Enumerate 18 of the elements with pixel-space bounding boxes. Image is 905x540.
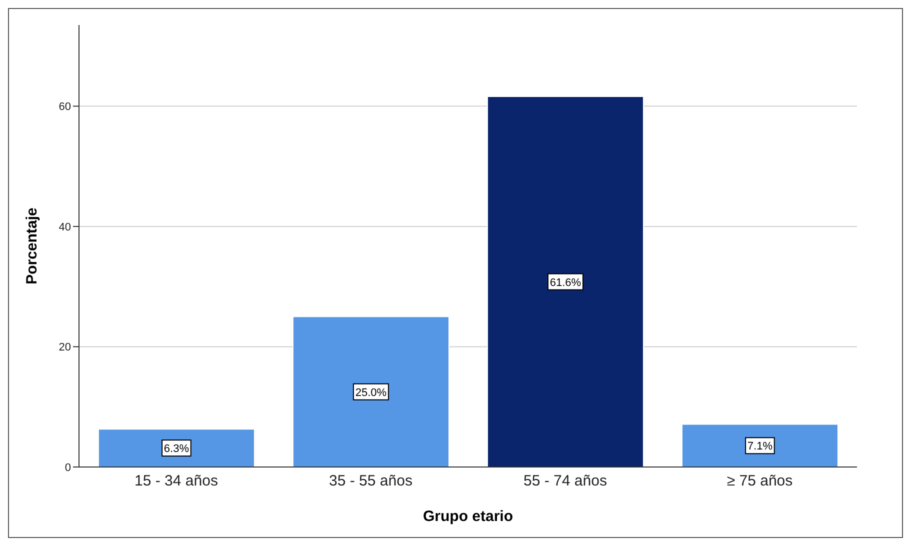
- x-tick-label: 15 - 34 años: [134, 472, 218, 490]
- data-label: 6.3%: [164, 443, 190, 456]
- data-label: 25.0%: [355, 386, 387, 399]
- y-axis-title: Porcentaje: [23, 208, 40, 284]
- bar: [292, 316, 450, 467]
- y-tick-label: 20: [58, 342, 71, 354]
- bar: [681, 424, 838, 467]
- x-tick-label: ≥ 75 años: [726, 472, 793, 490]
- x-axis-title: Grupo etario: [422, 508, 514, 525]
- bar: [98, 428, 255, 467]
- y-tick-label: 0: [64, 462, 71, 474]
- x-tick-label: 55 - 74 años: [524, 472, 607, 490]
- data-label: 7.1%: [747, 440, 773, 453]
- x-tick-label: 35 - 55 años: [329, 472, 412, 490]
- bar: [486, 96, 644, 467]
- y-tick-label: 60: [58, 101, 71, 114]
- data-label: 61.6%: [550, 276, 582, 289]
- y-tick-label: 40: [58, 221, 71, 234]
